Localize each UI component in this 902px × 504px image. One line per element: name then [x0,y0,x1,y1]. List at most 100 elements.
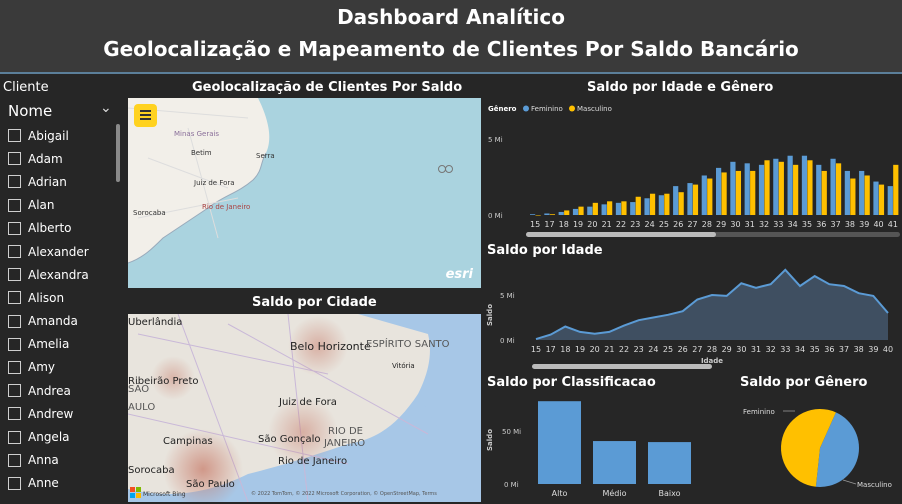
classification-bar-chart[interactable]: Saldo 50 Mi 0 Mi Alto Médio Baixo [484,392,734,502]
bar-feminino-18[interactable] [558,211,564,215]
checkbox[interactable] [8,198,21,212]
bar-feminino-35[interactable] [801,155,808,215]
slicer-item[interactable]: Andrew [8,402,118,425]
slicer-field-label[interactable]: Nome [8,102,53,120]
bar-feminino-15[interactable] [530,214,536,215]
bar-masculino-35[interactable] [807,160,813,215]
slicer-item[interactable]: Anne [8,472,118,495]
checkbox[interactable] [8,337,21,351]
geolocation-map[interactable]: Minas Gerais Betim Serra Juiz de Fora Ri… [128,98,481,288]
bar-feminino-37[interactable] [830,158,836,215]
bar-feminino-23[interactable] [630,202,636,215]
bar-feminino-32[interactable] [758,164,765,215]
bar-feminino-41[interactable] [887,186,893,215]
checkbox[interactable] [8,384,21,398]
age-balance-area-chart[interactable]: Saldo 5 Mi 0 Mi 15 17 18 19 20 21 22 23 24 25 26 27… [484,260,902,370]
slicer-item[interactable]: Alan [8,194,118,217]
checkbox[interactable] [8,268,21,282]
age-gender-bar-chart[interactable]: Gênero Feminino Masculino 5 Mi 0 Mi 15 17… [484,98,902,240]
bar-masculino-37[interactable] [835,163,842,215]
checkbox[interactable] [8,476,21,490]
chart-scrollbar-thumb[interactable] [532,364,712,369]
bar-masculino-17[interactable] [549,214,556,215]
checkbox[interactable] [8,360,21,374]
bar-feminino-38[interactable] [844,170,850,215]
bar-feminino-39[interactable] [859,170,865,215]
slicer-item[interactable]: Alberto [8,217,118,240]
bar-masculino-41[interactable] [893,164,899,215]
bar-masculino-26[interactable] [678,192,684,215]
bar-masculino-22[interactable] [621,201,627,215]
slicer-item[interactable]: Abigail [8,124,118,147]
bar-feminino-25[interactable] [658,195,664,215]
bar-feminino-34[interactable] [787,155,793,215]
bar-masculino-36[interactable] [821,170,827,215]
bar-masculino-28[interactable] [707,178,713,215]
checkbox[interactable] [8,430,21,444]
bar-feminino-20[interactable] [587,206,593,215]
slicer-item[interactable]: Andrea [8,379,118,402]
checkbox[interactable] [8,407,21,421]
bar-masculino-23[interactable] [635,196,641,215]
bar-feminino-22[interactable] [615,202,622,215]
slicer-item[interactable]: Alexander [8,240,118,263]
bar-feminino-27[interactable] [687,183,693,215]
bar-feminino-30[interactable] [730,161,736,215]
bar-feminino-40[interactable] [873,181,879,215]
slicer-item[interactable]: Anna [8,449,118,472]
bar-masculino-40[interactable] [878,184,885,215]
bar-feminino-33[interactable] [773,158,779,215]
checkbox[interactable] [8,175,21,189]
bar-masculino-31[interactable] [750,170,756,215]
bar-feminino-21[interactable] [601,204,607,215]
bar-masculino-20[interactable] [592,202,598,215]
slicer-item[interactable]: Adrian [8,170,118,193]
bar-alto[interactable] [538,401,581,484]
checkbox[interactable] [8,152,21,166]
bar-masculino-30[interactable] [735,170,742,215]
bar-masculino-19[interactable] [578,206,584,215]
bar-médio[interactable] [593,441,636,484]
slicer-scrollbar[interactable] [116,124,120,182]
slicer-item[interactable]: Alison [8,286,118,309]
city-balance-map[interactable]: Uberlândia Belo Horizonte ESPÍRITO SANTO… [128,314,481,502]
bar-feminino-19[interactable] [572,208,579,215]
slicer-item[interactable]: Amelia [8,333,118,356]
checkbox[interactable] [8,291,21,305]
checkbox[interactable] [8,314,21,328]
bar-baixo[interactable] [648,442,691,484]
slicer-item[interactable]: Amy [8,356,118,379]
bar-masculino-39[interactable] [864,175,870,215]
bar-feminino-29[interactable] [716,167,722,215]
chevron-down-icon[interactable]: ⌄ [100,100,112,116]
bar-masculino-27[interactable] [692,184,699,215]
bar-masculino-33[interactable] [778,161,784,215]
checkbox[interactable] [8,129,21,143]
slicer-item[interactable]: Adam [8,147,118,170]
bar-feminino-17[interactable] [544,213,550,215]
bar-feminino-28[interactable] [701,175,707,215]
bar-masculino-32[interactable] [764,160,770,215]
bar-masculino-15[interactable] [535,215,541,216]
bar-masculino-29[interactable] [721,172,727,215]
checkbox[interactable] [8,221,21,235]
slicer-item[interactable]: Alexandra [8,263,118,286]
bar-masculino-21[interactable] [607,201,613,215]
bar-masculino-34[interactable] [793,164,799,215]
bar-feminino-31[interactable] [744,163,750,215]
bar-masculino-18[interactable] [564,210,570,215]
bar-feminino-24[interactable] [644,198,650,215]
checkbox[interactable] [8,453,21,467]
map-attribution[interactable]: © 2022 TomTom, © 2022 Microsoft Corporat… [251,490,437,497]
slicer-item[interactable]: Angela [8,425,118,448]
pie-slice-feminino[interactable] [815,412,859,487]
chart-scrollbar-thumb[interactable] [526,232,716,237]
bar-feminino-26[interactable] [673,186,679,215]
checkbox[interactable] [8,245,21,259]
hamburger-icon[interactable] [134,104,157,127]
slicer-item[interactable]: Amanda [8,310,118,333]
bar-masculino-38[interactable] [850,178,856,215]
bar-masculino-24[interactable] [649,193,656,215]
bar-masculino-25[interactable] [664,193,670,215]
pie-slice-masculino[interactable] [781,409,836,487]
